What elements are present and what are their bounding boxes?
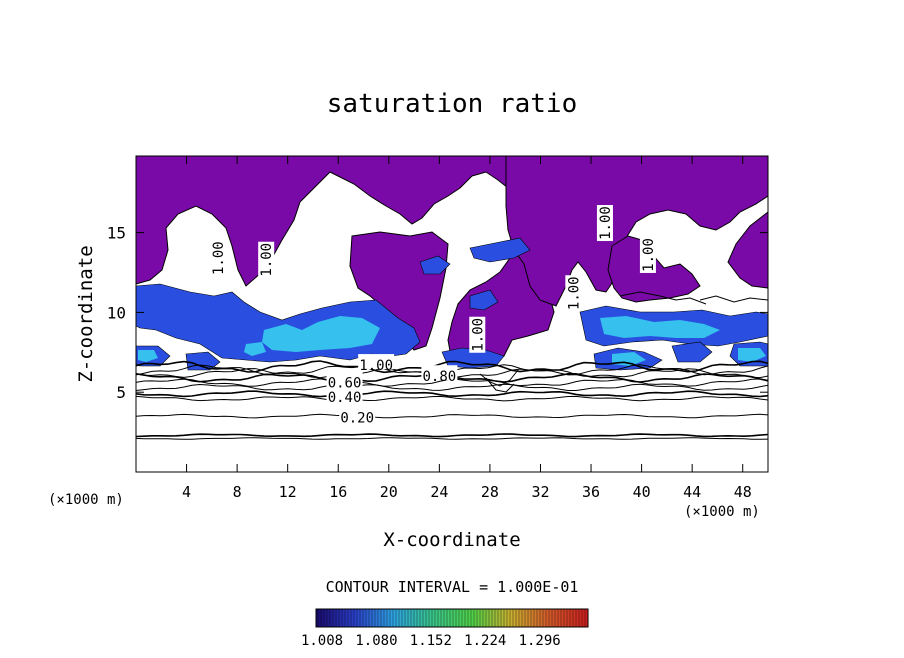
contour-line xyxy=(135,383,769,391)
x-tick-label: 4 xyxy=(182,483,191,501)
x-unit-left: (×1000 m) xyxy=(48,492,124,508)
contour-label: 1.00 xyxy=(211,241,227,275)
high-supersaturation-region xyxy=(600,316,720,338)
x-tick-label: 36 xyxy=(582,483,600,501)
contour-label: 1.00 xyxy=(641,238,657,272)
supersaturated-region xyxy=(671,341,713,363)
contour-label-bg xyxy=(258,241,275,278)
colorbar-stripes xyxy=(317,609,586,627)
contour-line xyxy=(135,437,769,440)
supersaturated-region xyxy=(469,289,499,311)
contour-label-bg xyxy=(358,354,395,370)
contour-label: 1.00 xyxy=(470,318,486,352)
high-supersaturation-region xyxy=(334,318,370,336)
x-tick-label: 28 xyxy=(481,483,499,501)
contour-line xyxy=(135,433,769,438)
high-supersaturation-region xyxy=(244,342,266,356)
x-axis-ticks: 4 8 12 16 20 24 28 32 36 40 44 48 xyxy=(182,156,752,501)
contour-label-bg xyxy=(639,236,656,273)
contour-label: 0.60 xyxy=(328,376,362,392)
contour-line xyxy=(135,413,769,419)
x-tick-label: 44 xyxy=(683,483,701,501)
contour-label-bg xyxy=(596,205,613,242)
contour-line xyxy=(619,291,707,305)
plot-area: 0.20 0.400.60 0.80 1.00 1.00 1.00 1.00 1.00 1.00… xyxy=(107,155,769,501)
x-tick-label: 12 xyxy=(279,483,297,501)
colorbar-tick-label: 1.080 xyxy=(355,633,397,649)
contour-label: 1.00 xyxy=(598,206,614,240)
x-tick-label: 32 xyxy=(531,483,549,501)
supersaturated-region xyxy=(469,237,531,263)
y-tick-label: 5 xyxy=(116,383,126,402)
high-supersaturation-region xyxy=(738,348,766,362)
contour-line xyxy=(135,390,769,398)
colorbar-tick-label: 1.152 xyxy=(410,633,452,649)
x-tick-label: 24 xyxy=(430,483,448,501)
contour-label-bg xyxy=(210,240,227,277)
saturated-region xyxy=(727,210,769,289)
high-supersaturation-region xyxy=(138,350,158,362)
x-unit-right: (×1000 m) xyxy=(684,504,760,520)
contour-label: 1.00 xyxy=(259,243,275,277)
contour-label: 0.80 xyxy=(423,369,457,385)
x-tick-label: 48 xyxy=(734,483,752,501)
supersaturated-region xyxy=(419,255,451,275)
contour-label-bg xyxy=(339,406,376,422)
contour-line xyxy=(135,395,769,402)
plot-frame xyxy=(135,155,769,473)
colorbar: 1.008 1.080 1.152 1.224 1.296 xyxy=(301,608,589,649)
contour-label: 0.40 xyxy=(328,390,362,406)
contour-label-bg xyxy=(326,385,363,401)
contour-lines-layer xyxy=(135,291,769,440)
y-tick-label: 15 xyxy=(107,224,126,243)
x-tick-label: 16 xyxy=(329,483,347,501)
contour-label-bg xyxy=(421,365,458,381)
y-axis-ticks: 5 10 15 xyxy=(107,224,768,402)
colorbar-tick-label: 1.296 xyxy=(519,633,561,649)
x-tick-label: 40 xyxy=(633,483,651,501)
x-axis-label: X-coordinate xyxy=(383,529,520,551)
x-tick-label: 20 xyxy=(380,483,398,501)
contour-label-bg xyxy=(565,275,582,312)
contour-label-bg xyxy=(326,371,363,387)
colorbar-tick-label: 1.224 xyxy=(464,633,506,649)
contour-label: 0.20 xyxy=(340,411,374,427)
y-axis-label: Z-coordinate xyxy=(75,245,97,382)
contour-label: 1.00 xyxy=(359,358,393,374)
x-tick-label: 8 xyxy=(233,483,242,501)
contour-interval-text: CONTOUR INTERVAL = 1.000E-01 xyxy=(326,578,579,596)
colorbar-tick-label: 1.008 xyxy=(301,633,343,649)
saturated-region xyxy=(135,155,519,287)
contour-line xyxy=(699,295,769,303)
colorbar-tick-labels: 1.008 1.080 1.152 1.224 1.296 xyxy=(301,633,561,649)
colorbar-gradient xyxy=(315,608,589,628)
contour-line xyxy=(485,377,515,393)
contour-line xyxy=(135,360,769,374)
contour-labels-layer: 0.20 0.400.60 0.80 1.00 1.00 1.00 1.00 1.00 1.00… xyxy=(210,205,657,427)
contour-label: 1.00 xyxy=(566,276,582,310)
chart-title: saturation ratio xyxy=(327,89,577,119)
y-tick-label: 10 xyxy=(107,303,126,322)
contour-label-bg xyxy=(469,316,486,353)
